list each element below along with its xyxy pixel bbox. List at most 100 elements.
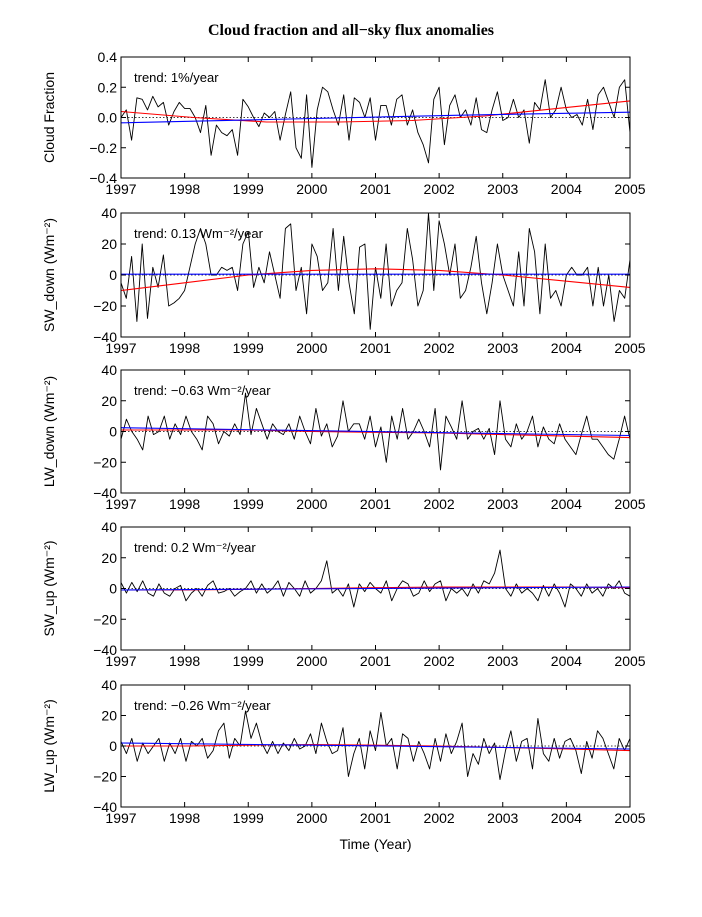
y-axis-label: LW_down (Wm⁻²) [41,376,57,487]
y-tick-label: −40 [93,485,117,501]
y-axis-label: SW_down (Wm⁻²) [41,218,57,332]
y-axis-label: SW_up (Wm⁻²) [41,540,57,636]
series-line-linear [120,742,631,750]
x-tick-label: 2002 [424,496,455,512]
x-tick-label: 2005 [614,810,645,826]
y-tick-label: 0 [109,738,117,754]
y-tick-label: 0.0 [98,110,118,126]
figure-title: Cloud fraction and all−sky flux anomalie… [207,22,495,39]
trend-annotation: trend: 0.13 Wm⁻²/year [134,226,264,241]
y-axis-label: Cloud Fraction [41,72,57,163]
y-tick-label: −40 [93,329,117,345]
x-tick-label: 2005 [614,340,645,356]
trend-annotation: trend: −0.26 Wm⁻²/year [134,698,271,713]
x-tick-label: 2002 [424,810,455,826]
x-tick-label: 2003 [487,810,518,826]
trend-annotation: trend: 1%/year [134,70,219,85]
y-tick-label: 40 [101,677,117,693]
y-tick-label: −0.4 [89,170,117,186]
x-tick-label: 1999 [233,653,264,669]
x-tick-label: 2002 [424,340,455,356]
x-tick-label: 1998 [169,653,200,669]
x-tick-label: 2005 [614,496,645,512]
x-tick-label: 1998 [169,810,200,826]
trend-annotation: trend: 0.2 Wm⁻²/year [134,540,256,555]
y-tick-label: −20 [93,769,117,785]
x-tick-label: 1997 [105,810,136,826]
y-tick-label: −20 [93,611,117,627]
y-tick-label: 0.2 [98,79,118,95]
series-line-linear [120,427,631,437]
y-tick-label: 20 [101,708,117,724]
y-tick-label: −20 [93,454,117,470]
y-tick-label: 0 [109,581,117,597]
x-tick-label: 1999 [233,810,264,826]
y-tick-label: 40 [101,362,117,378]
y-tick-label: 0 [109,424,117,440]
series-line-linear [120,586,631,591]
x-tick-label: 2004 [551,181,582,197]
x-tick-label: 2001 [360,496,391,512]
x-tick-label: 2005 [614,181,645,197]
x-tick-label: 1997 [105,496,136,512]
y-axis-label: LW_up (Wm⁻²) [41,699,57,792]
x-tick-label: 2000 [296,340,327,356]
x-tick-label: 2001 [360,810,391,826]
x-tick-label: 1998 [169,340,200,356]
x-tick-label: 2001 [360,340,391,356]
x-tick-label: 1998 [169,181,200,197]
x-tick-label: 2001 [360,653,391,669]
x-tick-label: 2004 [551,810,582,826]
series-line-fit [120,100,631,123]
x-tick-label: 2001 [360,181,391,197]
x-tick-label: 2005 [614,653,645,669]
y-tick-label: 0.4 [98,49,118,65]
x-axis-label: Time (Year) [339,836,411,852]
x-tick-label: 1999 [233,181,264,197]
y-tick-label: 20 [101,550,117,566]
x-tick-label: 1999 [233,340,264,356]
x-tick-label: 2004 [551,340,582,356]
x-tick-label: 2003 [487,181,518,197]
y-tick-label: −20 [93,298,117,314]
y-tick-label: −40 [93,642,117,658]
x-tick-label: 2002 [424,181,455,197]
x-tick-label: 1997 [105,653,136,669]
x-tick-label: 1997 [105,181,136,197]
x-tick-label: 2004 [551,496,582,512]
x-tick-label: 1997 [105,340,136,356]
series-line-data [120,79,631,168]
x-tick-label: 2000 [296,181,327,197]
series-line-fit [121,429,631,439]
x-tick-label: 2003 [487,340,518,356]
y-tick-label: −40 [93,799,117,815]
x-tick-label: 2004 [551,653,582,669]
y-tick-label: 20 [101,236,117,252]
series-line-data [120,212,631,330]
series-line-linear [120,111,631,124]
x-tick-label: 2000 [296,810,327,826]
y-tick-label: 20 [101,393,117,409]
x-tick-label: 2003 [487,496,518,512]
x-tick-label: 2003 [487,653,518,669]
series-line-fit [120,268,631,292]
x-tick-label: 2002 [424,653,455,669]
trend-annotation: trend: −0.63 Wm⁻²/year [134,383,271,398]
y-tick-label: 40 [101,519,117,535]
y-tick-label: −0.2 [89,140,117,156]
x-tick-label: 1999 [233,496,264,512]
series-line-data [120,710,631,780]
series-line-data [120,549,631,608]
x-tick-label: 1998 [169,496,200,512]
y-tick-label: 40 [101,205,117,221]
x-tick-label: 2000 [296,496,327,512]
x-tick-label: 2000 [296,653,327,669]
y-tick-label: 0 [109,267,117,283]
